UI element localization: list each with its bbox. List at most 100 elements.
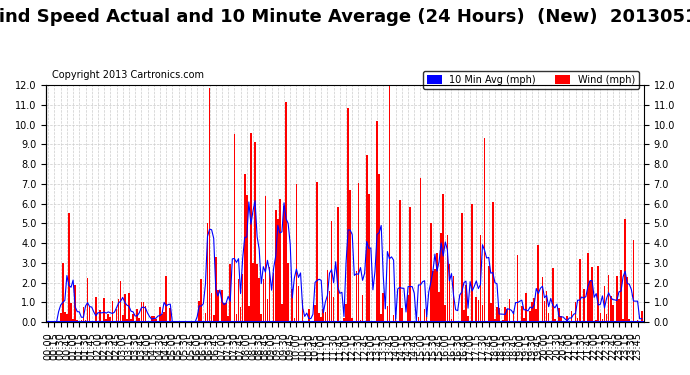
- Bar: [488, 266, 489, 322]
- Bar: [430, 224, 432, 322]
- Bar: [618, 299, 620, 322]
- Bar: [322, 309, 324, 322]
- Bar: [153, 316, 155, 322]
- Bar: [83, 306, 84, 322]
- Bar: [328, 291, 331, 322]
- Bar: [349, 190, 351, 322]
- Bar: [260, 314, 262, 322]
- Bar: [490, 303, 491, 322]
- Bar: [542, 277, 543, 322]
- Bar: [244, 174, 246, 322]
- Bar: [248, 306, 250, 322]
- Bar: [110, 317, 111, 322]
- Bar: [285, 102, 287, 322]
- Bar: [409, 207, 411, 322]
- Bar: [287, 263, 289, 322]
- Bar: [453, 276, 455, 322]
- Bar: [209, 88, 210, 322]
- Bar: [246, 195, 248, 322]
- Bar: [529, 310, 531, 322]
- Bar: [446, 235, 448, 322]
- Bar: [432, 272, 434, 322]
- Bar: [595, 320, 597, 322]
- Bar: [560, 316, 562, 322]
- Bar: [161, 314, 163, 322]
- Bar: [60, 313, 61, 322]
- Bar: [513, 311, 514, 322]
- Bar: [199, 301, 200, 322]
- Bar: [122, 315, 124, 322]
- Bar: [283, 206, 285, 322]
- Bar: [345, 304, 347, 322]
- Bar: [297, 286, 299, 322]
- Bar: [66, 314, 68, 322]
- Bar: [221, 290, 223, 322]
- Bar: [295, 184, 297, 322]
- Bar: [407, 295, 409, 322]
- Bar: [521, 306, 522, 322]
- Bar: [277, 219, 279, 322]
- Bar: [95, 297, 97, 322]
- Bar: [380, 314, 382, 322]
- Bar: [145, 306, 146, 322]
- Bar: [444, 305, 446, 322]
- Bar: [279, 200, 281, 322]
- Bar: [591, 267, 593, 322]
- Bar: [262, 279, 264, 322]
- Bar: [362, 295, 364, 322]
- Bar: [471, 204, 473, 322]
- Bar: [68, 213, 70, 322]
- Bar: [424, 309, 426, 322]
- Bar: [608, 275, 609, 322]
- Bar: [132, 314, 134, 322]
- Bar: [610, 296, 611, 322]
- Bar: [386, 306, 388, 322]
- Bar: [130, 319, 132, 322]
- Bar: [492, 202, 493, 322]
- Bar: [151, 316, 152, 322]
- Bar: [395, 318, 397, 322]
- Bar: [106, 319, 107, 322]
- Bar: [201, 279, 202, 322]
- Bar: [128, 292, 130, 322]
- Bar: [273, 273, 275, 322]
- Bar: [211, 293, 213, 322]
- Bar: [116, 309, 117, 322]
- Bar: [155, 319, 157, 322]
- Bar: [544, 301, 545, 322]
- Bar: [378, 174, 380, 322]
- Bar: [589, 280, 591, 322]
- Bar: [401, 308, 403, 322]
- Bar: [235, 314, 237, 322]
- Bar: [566, 316, 568, 322]
- Bar: [266, 299, 268, 322]
- Bar: [137, 309, 138, 322]
- Bar: [77, 320, 78, 322]
- Bar: [426, 313, 428, 322]
- Bar: [318, 313, 320, 322]
- Bar: [268, 267, 270, 322]
- Bar: [104, 298, 105, 322]
- Bar: [509, 300, 510, 322]
- Bar: [291, 289, 293, 322]
- Bar: [316, 182, 318, 322]
- Bar: [62, 263, 63, 322]
- Bar: [554, 319, 555, 322]
- Bar: [417, 317, 420, 322]
- Bar: [552, 268, 553, 322]
- Bar: [477, 300, 479, 322]
- Bar: [440, 233, 442, 322]
- Bar: [533, 298, 535, 322]
- Bar: [465, 285, 467, 322]
- Bar: [637, 320, 638, 322]
- Bar: [225, 303, 227, 322]
- Bar: [612, 305, 613, 322]
- Bar: [641, 310, 642, 322]
- Bar: [538, 245, 539, 322]
- Bar: [484, 138, 485, 322]
- Bar: [112, 301, 113, 322]
- Legend: 10 Min Avg (mph), Wind (mph): 10 Min Avg (mph), Wind (mph): [423, 71, 639, 88]
- Bar: [558, 308, 560, 322]
- Bar: [494, 319, 495, 322]
- Bar: [239, 307, 241, 322]
